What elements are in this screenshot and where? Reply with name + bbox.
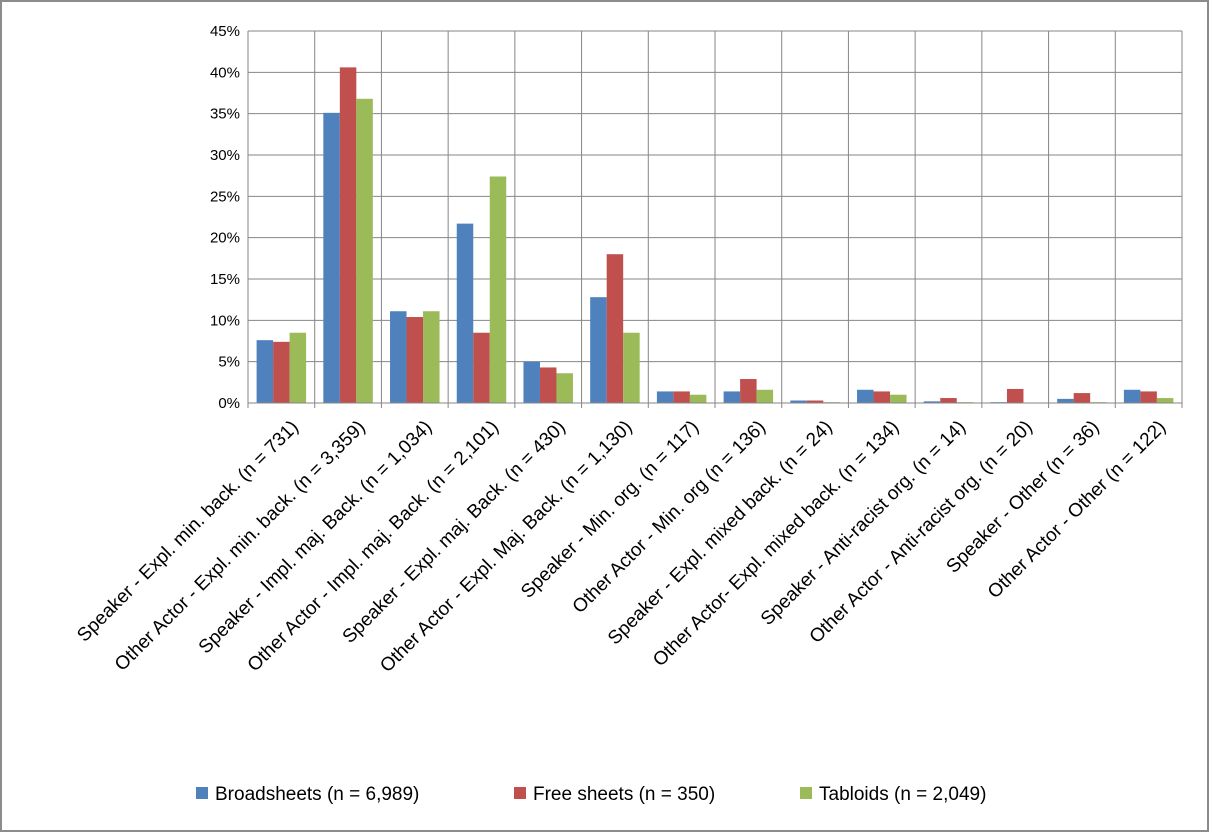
y-tick-label: 10% [210, 312, 240, 329]
bar [323, 112, 340, 403]
bar [1140, 391, 1157, 403]
legend-swatch [196, 787, 208, 799]
bar [790, 400, 807, 403]
bar [806, 400, 824, 403]
x-category-label: Other Actor - Expl. Maj. Back. (n = 1,13… [376, 417, 636, 677]
y-tick-label: 5% [218, 354, 240, 371]
y-tick-label: 20% [210, 230, 240, 247]
y-tick-label: 25% [210, 188, 240, 205]
bar [556, 373, 573, 403]
y-tick-label: 0% [218, 395, 240, 412]
bar [740, 379, 757, 403]
bar [756, 389, 774, 403]
legend-label: Free sheets (n = 350) [533, 784, 715, 805]
y-tick-label: 35% [210, 106, 240, 123]
bar [539, 367, 557, 403]
axes [247, 31, 1183, 408]
x-category-labels: Speaker - Expl. min. back. (n = 731)Othe… [73, 417, 1170, 677]
legend-swatch [514, 787, 526, 799]
bar [590, 297, 607, 403]
legend-swatch [800, 787, 812, 799]
bar [673, 391, 690, 403]
bar [256, 340, 274, 403]
bar [390, 311, 407, 403]
y-tick-label: 15% [210, 271, 240, 288]
bar [940, 398, 957, 403]
bar [689, 394, 707, 403]
bar [1123, 389, 1141, 403]
x-category-label: Speaker - Impl. maj. Back. (n = 1,034) [195, 417, 436, 658]
bar [423, 311, 440, 403]
bar [606, 254, 624, 403]
bar [857, 389, 874, 403]
bar [523, 361, 540, 403]
y-tick-label: 30% [210, 147, 240, 164]
x-category-label: Other Actor - Impl. maj. Back. (n = 2,10… [244, 417, 503, 676]
bar [456, 223, 474, 403]
bar [289, 332, 307, 403]
legend: Broadsheets (n = 6,989) Free sheets (n = … [196, 784, 986, 805]
legend-label: Tabloids (n = 2,049) [819, 784, 986, 805]
bar [473, 332, 490, 403]
bar [489, 176, 507, 403]
bar [873, 391, 891, 403]
bar [1073, 393, 1091, 403]
bar [339, 67, 357, 403]
y-tick-labels: 0% 5% 10% 15% 20% 25% 30% 35% 40% 45% [210, 23, 240, 412]
bar [406, 317, 424, 403]
bar [656, 391, 674, 403]
bar [1057, 398, 1074, 403]
bar [273, 341, 290, 403]
x-category-label: Other Actor - Expl. min. back. (n = 3,35… [111, 417, 370, 676]
bar [923, 401, 941, 403]
bar [1156, 398, 1174, 403]
bar [623, 332, 640, 403]
bars [256, 67, 1174, 403]
bar [723, 391, 741, 403]
y-tick-label: 45% [210, 23, 240, 40]
bar [1006, 388, 1024, 403]
legend-label: Broadsheets (n = 6,989) [215, 784, 419, 805]
bar [356, 98, 373, 403]
grid-lines [248, 30, 1183, 403]
y-tick-label: 40% [210, 64, 240, 81]
x-category-label: Other Actor- Expl. mixed back. (n = 134) [649, 417, 903, 671]
bar [890, 394, 907, 403]
